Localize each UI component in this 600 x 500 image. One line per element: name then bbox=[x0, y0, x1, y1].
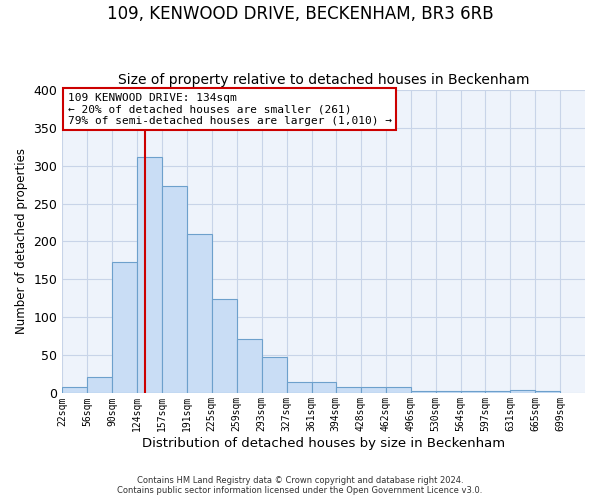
Title: Size of property relative to detached houses in Beckenham: Size of property relative to detached ho… bbox=[118, 73, 529, 87]
Bar bbox=[336, 388, 361, 394]
Bar bbox=[87, 376, 112, 394]
Bar bbox=[137, 157, 161, 394]
Bar bbox=[386, 388, 411, 394]
Bar bbox=[112, 262, 137, 394]
Y-axis label: Number of detached properties: Number of detached properties bbox=[15, 148, 28, 334]
Bar bbox=[161, 186, 187, 394]
Bar bbox=[212, 299, 236, 394]
Bar bbox=[436, 391, 461, 394]
X-axis label: Distribution of detached houses by size in Beckenham: Distribution of detached houses by size … bbox=[142, 437, 505, 450]
Bar bbox=[461, 391, 485, 394]
Bar bbox=[187, 234, 212, 394]
Text: 109, KENWOOD DRIVE, BECKENHAM, BR3 6RB: 109, KENWOOD DRIVE, BECKENHAM, BR3 6RB bbox=[107, 5, 493, 23]
Bar bbox=[510, 390, 535, 394]
Bar bbox=[411, 391, 436, 394]
Bar bbox=[311, 382, 336, 394]
Bar bbox=[287, 382, 311, 394]
Bar bbox=[361, 388, 386, 394]
Bar bbox=[62, 388, 87, 394]
Text: 109 KENWOOD DRIVE: 134sqm
← 20% of detached houses are smaller (261)
79% of semi: 109 KENWOOD DRIVE: 134sqm ← 20% of detac… bbox=[68, 92, 392, 126]
Bar bbox=[236, 338, 262, 394]
Bar bbox=[485, 391, 510, 394]
Bar bbox=[262, 357, 287, 394]
Text: Contains HM Land Registry data © Crown copyright and database right 2024.
Contai: Contains HM Land Registry data © Crown c… bbox=[118, 476, 482, 495]
Bar bbox=[535, 391, 560, 394]
